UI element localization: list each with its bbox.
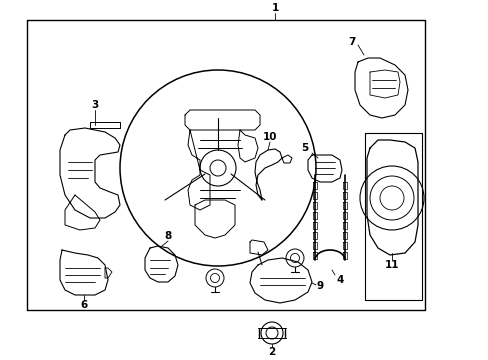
Text: 10: 10 bbox=[262, 132, 277, 142]
Text: 5: 5 bbox=[301, 143, 308, 153]
Text: 3: 3 bbox=[91, 100, 99, 110]
Text: 4: 4 bbox=[336, 275, 343, 285]
Text: 1: 1 bbox=[271, 3, 278, 13]
Text: 9: 9 bbox=[316, 281, 323, 291]
Text: 6: 6 bbox=[80, 300, 87, 310]
Text: 8: 8 bbox=[164, 231, 171, 241]
Text: 7: 7 bbox=[347, 37, 355, 47]
Text: 2: 2 bbox=[268, 347, 275, 357]
Text: 11: 11 bbox=[384, 260, 398, 270]
